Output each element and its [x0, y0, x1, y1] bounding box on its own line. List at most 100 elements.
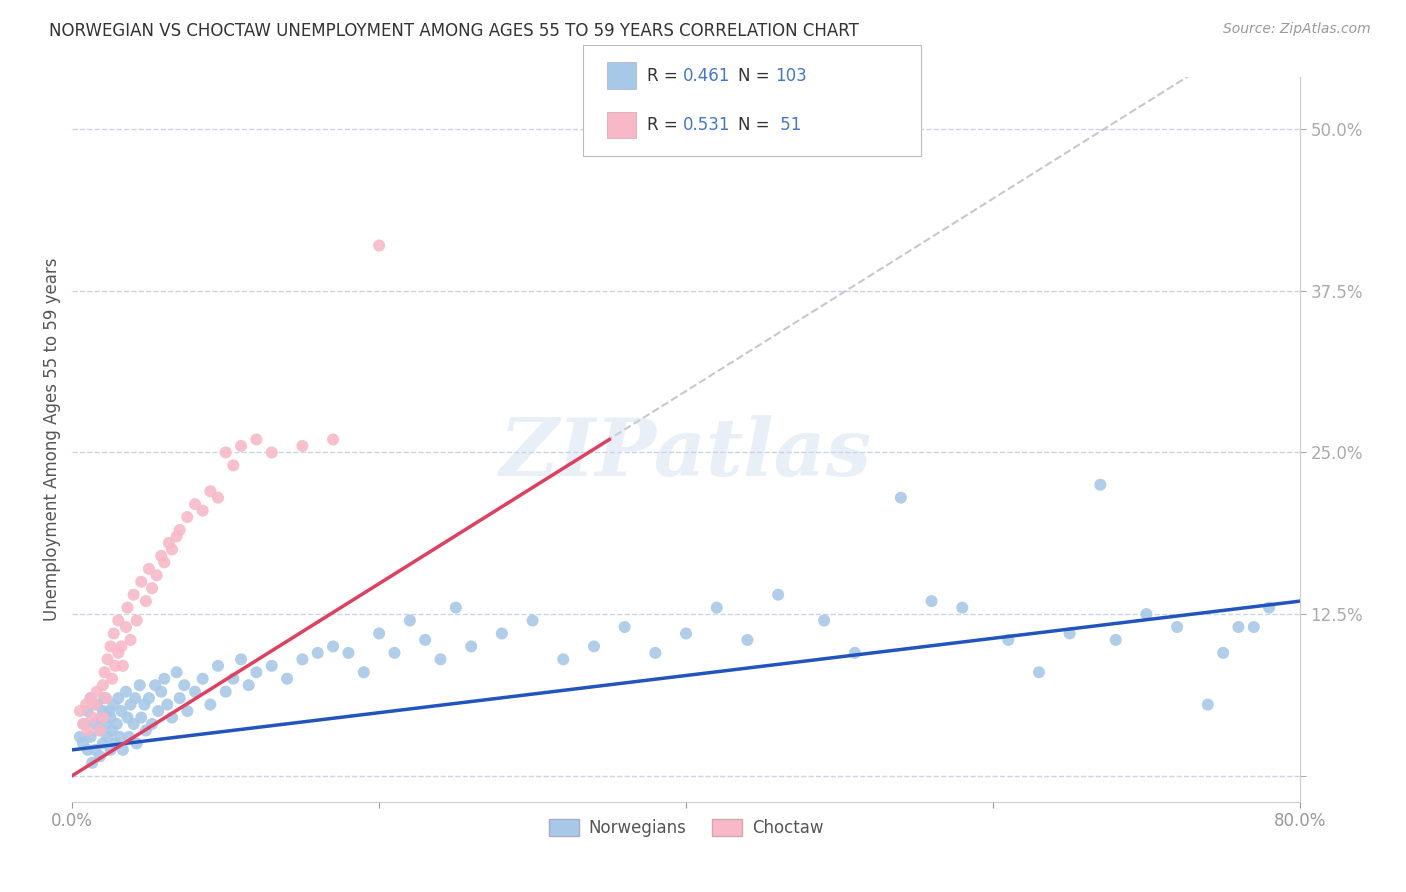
Point: [104, 736, 127, 750]
Point: [1090, 477, 1112, 491]
Point: [82, 756, 104, 770]
Point: [844, 646, 866, 660]
Point: [118, 730, 141, 744]
Point: [72, 736, 94, 750]
Point: [117, 710, 139, 724]
Point: [675, 626, 697, 640]
Legend: Norwegians, Choctaw: Norwegians, Choctaw: [543, 813, 830, 844]
Point: [200, 698, 222, 712]
Point: [1197, 698, 1219, 712]
Point: [101, 672, 124, 686]
Point: [260, 445, 283, 459]
Point: [1166, 620, 1188, 634]
Point: [110, 704, 132, 718]
Point: [72, 717, 94, 731]
Point: [245, 665, 267, 680]
Point: [413, 632, 436, 647]
Point: [115, 620, 138, 634]
Point: [1105, 632, 1128, 647]
Point: [260, 658, 283, 673]
Point: [737, 632, 759, 647]
Point: [229, 652, 252, 666]
Point: [100, 640, 122, 654]
Point: [307, 646, 329, 660]
Point: [86, 684, 108, 698]
Point: [103, 626, 125, 640]
Point: [76, 743, 98, 757]
Point: [191, 672, 214, 686]
Point: [138, 562, 160, 576]
Point: [522, 614, 544, 628]
Point: [120, 632, 142, 647]
Point: [125, 614, 148, 628]
Point: [1135, 607, 1157, 621]
Point: [145, 568, 167, 582]
Point: [107, 646, 129, 660]
Point: [111, 743, 134, 757]
Point: [207, 658, 229, 673]
Point: [76, 723, 98, 738]
Text: ZIPatlas: ZIPatlas: [501, 416, 872, 492]
Point: [1028, 665, 1050, 680]
Point: [76, 704, 98, 718]
Point: [950, 600, 973, 615]
Point: [105, 717, 128, 731]
Point: [176, 510, 198, 524]
Text: 0.531: 0.531: [683, 116, 731, 134]
Point: [215, 445, 238, 459]
Point: [890, 491, 912, 505]
Point: [444, 600, 467, 615]
Point: [73, 717, 96, 731]
Point: [291, 439, 314, 453]
Point: [134, 698, 156, 712]
Point: [122, 588, 145, 602]
Point: [160, 710, 183, 724]
Y-axis label: Unemployment Among Ages 55 to 59 years: Unemployment Among Ages 55 to 59 years: [44, 258, 60, 621]
Point: [200, 484, 222, 499]
Point: [1243, 620, 1265, 634]
Point: [124, 691, 146, 706]
Point: [153, 555, 176, 569]
Point: [79, 691, 101, 706]
Point: [93, 691, 115, 706]
Point: [921, 594, 943, 608]
Point: [429, 652, 451, 666]
Point: [238, 678, 260, 692]
Point: [1059, 626, 1081, 640]
Point: [460, 640, 482, 654]
Point: [150, 684, 173, 698]
Point: [384, 646, 406, 660]
Point: [997, 632, 1019, 647]
Point: [222, 672, 245, 686]
Point: [766, 588, 789, 602]
Point: [86, 698, 108, 712]
Point: [153, 672, 176, 686]
Point: [91, 678, 114, 692]
Text: 103: 103: [775, 67, 807, 85]
Point: [104, 658, 127, 673]
Point: [229, 439, 252, 453]
Point: [215, 684, 238, 698]
Point: [84, 743, 107, 757]
Point: [98, 704, 121, 718]
Point: [91, 704, 114, 718]
Point: [176, 704, 198, 718]
Point: [368, 626, 391, 640]
Text: R =: R =: [647, 116, 683, 134]
Point: [813, 614, 835, 628]
Point: [84, 698, 107, 712]
Point: [141, 581, 163, 595]
Point: [322, 433, 344, 447]
Point: [129, 574, 152, 589]
Point: [100, 743, 122, 757]
Point: [84, 717, 107, 731]
Point: [122, 717, 145, 731]
Point: [160, 542, 183, 557]
Point: [79, 691, 101, 706]
Point: [108, 730, 131, 744]
Point: [101, 723, 124, 738]
Point: [1258, 600, 1281, 615]
Point: [82, 710, 104, 724]
Point: [128, 678, 150, 692]
Text: N =: N =: [738, 116, 775, 134]
